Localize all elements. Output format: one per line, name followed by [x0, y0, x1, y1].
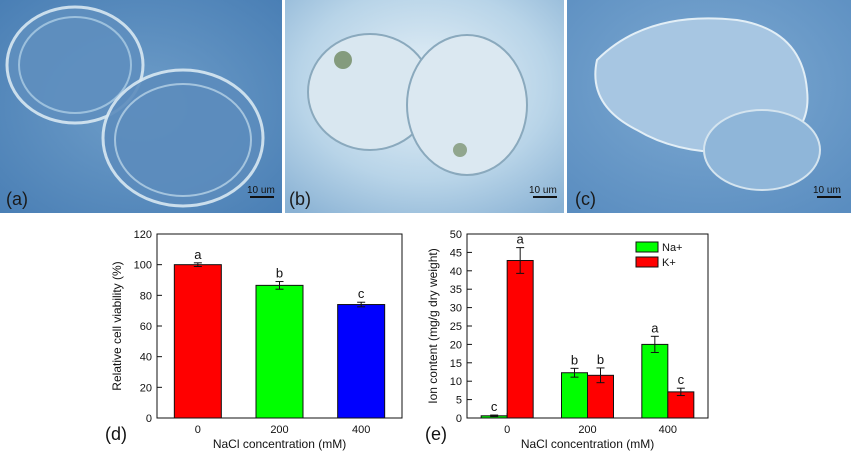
chart-d-xtick-label: 200 — [270, 424, 288, 436]
chart-e-ytick-label: 50 — [450, 229, 462, 241]
chart-e-bar — [506, 259, 534, 419]
chart-e-significance-label: c — [491, 399, 498, 414]
chart-e-ytick-label: 5 — [456, 395, 462, 407]
chart-e-ytick-label: 20 — [450, 339, 462, 351]
micrograph-b-image: (b) 10 um — [285, 0, 564, 213]
chart-d-ytick-label: 60 — [140, 321, 152, 333]
chart-d-ytick-label: 0 — [146, 413, 152, 425]
chart-e-legend-swatch — [635, 256, 659, 268]
chart-d-xtick-label: 400 — [352, 424, 370, 436]
micrograph-c: (c) 10 um — [567, 0, 851, 213]
chart-e: (e) Ion content (mg/g dry weight) NaCl c… — [420, 222, 730, 451]
chart-d-ytick-label: 100 — [134, 260, 152, 272]
chart-e-ytick-label: 45 — [450, 247, 462, 259]
chart-e-significance-label: a — [517, 232, 525, 247]
chart-d-significance-label: b — [276, 266, 283, 281]
chart-e-ytick-label: 25 — [450, 321, 462, 333]
chart-d: (d) Relative cell viability (%) NaCl con… — [100, 222, 430, 451]
chart-e-significance-label: b — [571, 352, 578, 367]
chart-d-svg: (d) Relative cell viability (%) NaCl con… — [105, 229, 403, 451]
chart-e-significance-label: c — [678, 372, 685, 387]
chart-d-ylabel: Relative cell viability (%) — [110, 261, 124, 390]
chart-d-significance-label: c — [358, 286, 365, 301]
chart-e-ylabel: Ion content (mg/g dry weight) — [426, 248, 440, 403]
chart-d-bar — [255, 284, 304, 419]
scale-bar-a-label: 10 um — [247, 185, 275, 196]
chart-e-legend-label: K+ — [662, 257, 676, 269]
chart-d-ytick-label: 20 — [140, 382, 152, 394]
chart-e-ytick-label: 10 — [450, 376, 462, 388]
micrograph-a: (a) 10 um — [0, 0, 282, 213]
micrograph-b: (b) 10 um — [285, 0, 564, 213]
chart-d-panel-label: (d) — [105, 424, 127, 444]
chart-e-svg: (e) Ion content (mg/g dry weight) NaCl c… — [425, 229, 709, 451]
micrograph-a-image: (a) 10 um — [0, 0, 282, 213]
micrograph-b-label: (b) — [289, 189, 311, 209]
chart-d-xtick-label: 0 — [195, 424, 201, 436]
chart-e-ytick-label: 30 — [450, 303, 462, 315]
chart-e-xtick-label: 200 — [578, 424, 596, 436]
scale-bar-b-label: 10 um — [529, 185, 557, 196]
chart-e-ytick-label: 0 — [456, 413, 462, 425]
micrograph-c-image: (c) 10 um — [567, 0, 851, 213]
chart-e-xtick-label: 0 — [504, 424, 510, 436]
chart-e-bar — [641, 343, 669, 419]
chart-e-bar — [667, 391, 695, 419]
chart-d-ytick-label: 40 — [140, 352, 152, 364]
chart-e-ytick-label: 40 — [450, 266, 462, 278]
chart-e-xlabel: NaCl concentration (mM) — [521, 437, 654, 451]
chart-d-xlabel: NaCl concentration (mM) — [213, 437, 346, 451]
chart-d-ytick-label: 80 — [140, 290, 152, 302]
chart-d-bar — [173, 264, 222, 419]
chart-e-ytick-label: 15 — [450, 358, 462, 370]
chart-d-ytick-label: 120 — [134, 229, 152, 241]
chart-e-significance-label: a — [651, 320, 659, 335]
micrograph-c-label: (c) — [575, 189, 596, 209]
micrograph-a-label: (a) — [6, 189, 28, 209]
chart-e-panel-label: (e) — [425, 424, 447, 444]
chart-e-bar — [561, 372, 588, 419]
chart-e-xtick-label: 400 — [659, 424, 677, 436]
chart-d-significance-label: a — [194, 247, 202, 262]
chart-e-legend-swatch — [635, 241, 659, 253]
scale-bar-c-label: 10 um — [813, 185, 841, 196]
chart-e-ytick-label: 35 — [450, 284, 462, 296]
chart-e-significance-label: b — [597, 352, 604, 367]
chart-d-bar — [337, 304, 386, 419]
chart-e-legend-label: Na+ — [662, 242, 683, 254]
